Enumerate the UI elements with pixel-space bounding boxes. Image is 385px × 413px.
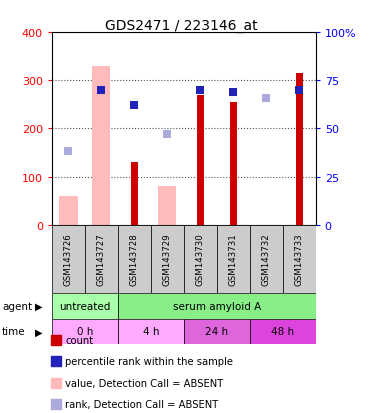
Bar [118,225,151,293]
Text: untreated: untreated [59,301,110,311]
Text: 48 h: 48 h [271,327,294,337]
Text: 4 h: 4 h [142,327,159,337]
Point [197,88,203,94]
Text: GSM143728: GSM143728 [130,233,139,285]
Text: 0 h: 0 h [77,327,93,337]
Text: 24 h: 24 h [205,327,228,337]
Bar [296,74,303,225]
Bar [85,225,118,293]
Bar [250,319,316,344]
Text: GSM143732: GSM143732 [262,233,271,285]
Bar [283,225,316,293]
Text: rank, Detection Call = ABSENT: rank, Detection Call = ABSENT [65,399,219,409]
Point [164,131,171,138]
Text: serum amyloid A: serum amyloid A [173,301,261,311]
Point [131,103,137,109]
Bar [52,225,85,293]
Bar [184,225,217,293]
Point [105,343,111,349]
Text: GSM143727: GSM143727 [97,233,106,285]
Bar [197,95,204,225]
Text: value, Detection Call = ABSENT: value, Detection Call = ABSENT [65,378,224,388]
Bar [118,293,316,319]
Point [230,89,236,96]
Text: GSM143730: GSM143730 [196,233,205,285]
Bar [217,225,250,293]
Text: ▶: ▶ [35,301,42,311]
Bar [158,187,176,225]
Point [105,300,111,306]
Text: ▶: ▶ [35,327,42,337]
Bar [52,293,118,319]
Text: time: time [2,327,25,337]
Text: GSM143726: GSM143726 [64,233,73,285]
Point [296,88,302,94]
Bar [118,319,184,344]
Bar [151,225,184,293]
Text: GSM143733: GSM143733 [295,233,304,285]
Point [105,321,111,328]
Bar [250,225,283,293]
Bar [230,103,237,225]
Point [105,278,111,285]
Text: count: count [65,335,94,345]
Text: GSM143731: GSM143731 [229,233,238,285]
Point [98,88,104,94]
Text: GSM143729: GSM143729 [163,233,172,285]
Point [65,149,72,155]
Point [263,95,270,102]
Text: GDS2471 / 223146_at: GDS2471 / 223146_at [105,19,257,33]
Bar [59,196,77,225]
Bar [131,163,138,225]
Bar [184,319,250,344]
Text: agent: agent [2,301,32,311]
Text: percentile rank within the sample: percentile rank within the sample [65,356,233,366]
Bar [92,66,110,225]
Bar [52,319,118,344]
